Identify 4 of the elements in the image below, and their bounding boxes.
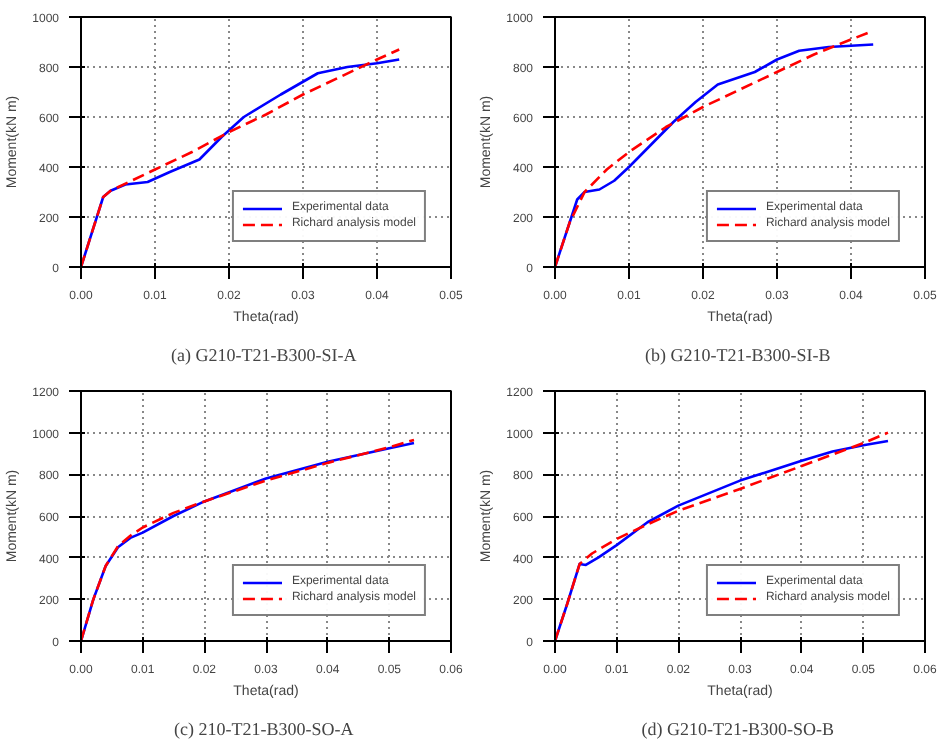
text: (b) G210-T21-B300-SI-B: [645, 345, 831, 365]
text: (d) G210-T21-B300-SO-B: [641, 719, 835, 739]
text: (c) 210-T21-B300-SO-A: [174, 719, 355, 739]
text: (a) G210-T21-B300-SI-A: [171, 345, 358, 365]
